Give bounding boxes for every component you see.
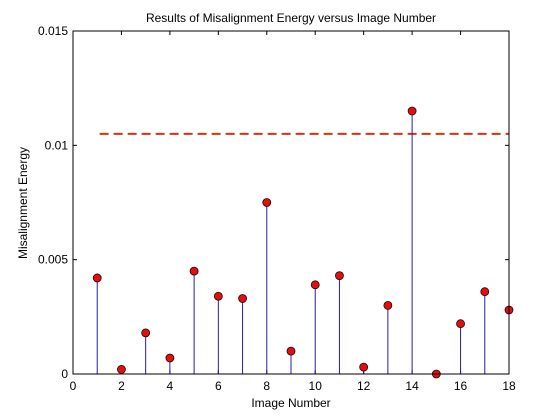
x-tick-label: 16	[454, 379, 468, 393]
stem-marker	[92, 273, 102, 283]
plot-border	[72, 30, 510, 375]
stem-marker	[262, 198, 272, 207]
y-tick-label: 0	[61, 367, 68, 381]
x-tick-label: 0	[70, 379, 77, 393]
stem-marker	[359, 362, 369, 372]
y-tick-label: 0.005	[38, 253, 68, 267]
stem-marker	[480, 287, 490, 297]
chart-title: Results of Misalignment Energy versus Im…	[146, 11, 436, 25]
y-tick-label: 0.015	[38, 24, 68, 38]
stem-marker	[407, 106, 417, 116]
x-axis-label: Image Number	[251, 396, 330, 410]
stem-marker	[141, 328, 151, 338]
x-tick-label: 10	[309, 379, 323, 393]
x-tick-label: 12	[357, 379, 371, 393]
stem-marker	[335, 271, 344, 281]
stem-marker	[238, 294, 247, 303]
stem-marker	[117, 365, 126, 374]
x-tick-label: 6	[215, 379, 222, 393]
x-tick-label: 4	[167, 379, 174, 393]
stem-marker	[456, 319, 465, 329]
stem-marker	[213, 291, 223, 301]
y-axis-label: Misalignment Energy	[16, 147, 30, 259]
stem-marker	[189, 266, 199, 276]
x-tick-label: 14	[405, 379, 419, 393]
x-tick-label: 2	[118, 379, 125, 393]
plot-area	[73, 31, 509, 374]
x-tick-label: 8	[263, 379, 270, 393]
stem-marker	[286, 346, 296, 356]
stem-marker	[310, 280, 320, 290]
stem-marker	[165, 353, 175, 363]
x-tick-label: 18	[502, 379, 516, 393]
stem-marker	[383, 300, 393, 310]
y-tick-label: 0.01	[45, 138, 69, 152]
